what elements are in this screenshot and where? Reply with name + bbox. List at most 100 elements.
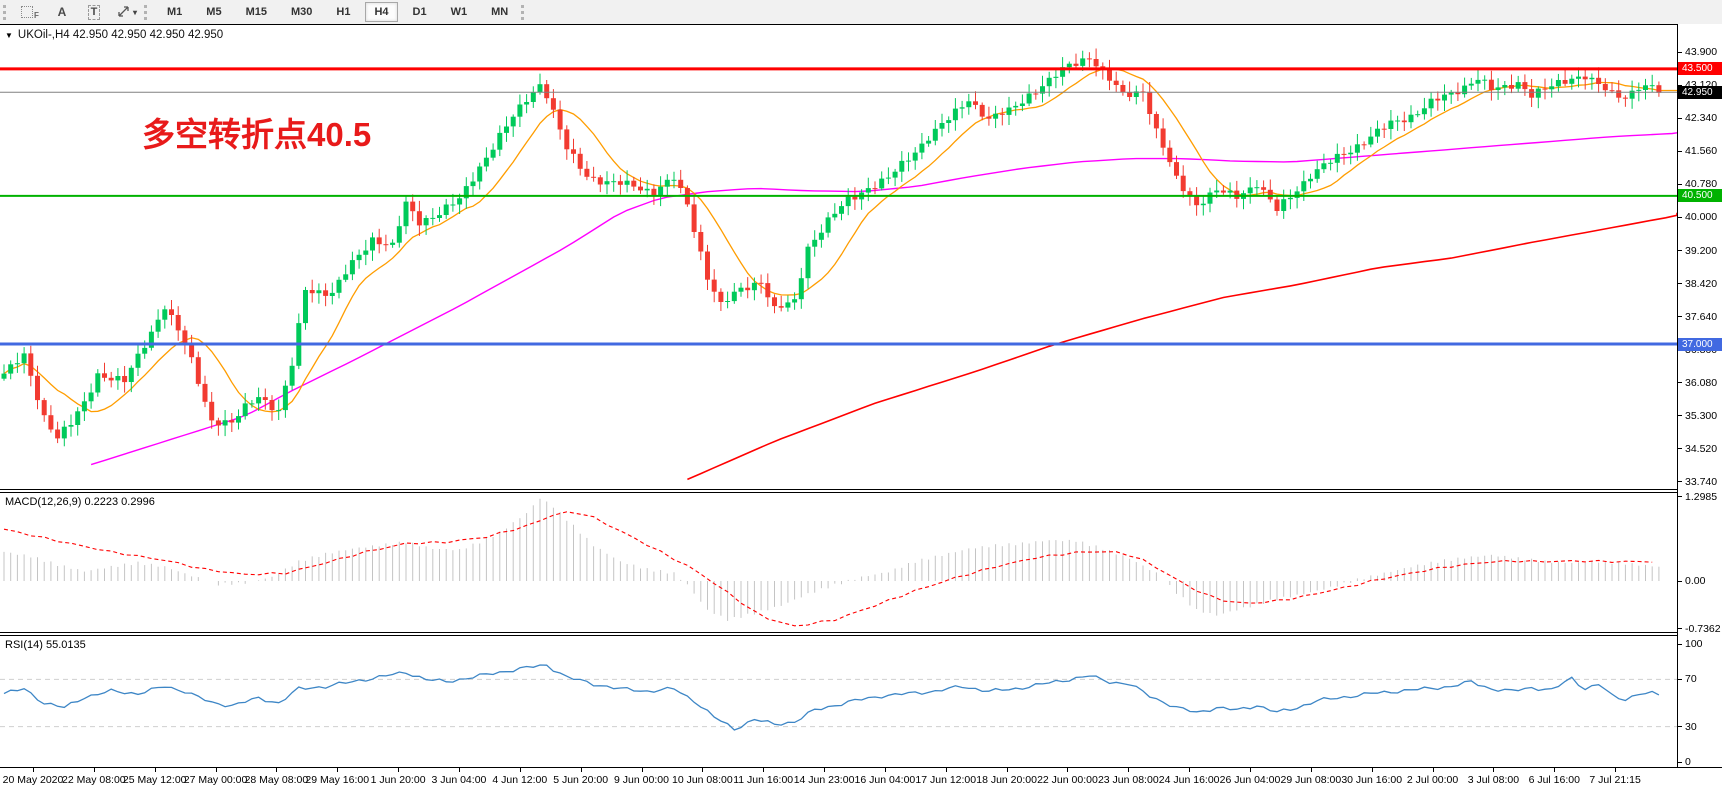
time-label: 23 Jun 08:00 <box>1097 774 1159 786</box>
timeframe-m1-button[interactable]: M1 <box>167 6 183 18</box>
time-tick <box>1432 768 1434 772</box>
timeframe-m15-button[interactable]: M15 <box>245 6 267 18</box>
time-tick <box>1310 768 1312 772</box>
price-tick-37.640: 37.640 <box>1678 311 1717 323</box>
price-axis[interactable]: 43.90043.12042.34041.56040.78040.00039.2… <box>1677 24 1722 768</box>
time-tick <box>33 768 34 772</box>
time-label: 11 Jun 16:00 <box>733 774 794 786</box>
time-tick <box>1493 768 1495 772</box>
toolbar-drag-handle[interactable] <box>144 4 151 20</box>
time-label: 22 Jun 00:00 <box>1037 774 1098 786</box>
price-tick-41.560: 41.560 <box>1678 145 1717 157</box>
time-label: 4 Jun 12:00 <box>492 774 548 786</box>
price-tick-35.300: 35.300 <box>1678 410 1717 422</box>
label-tool-icon[interactable]: A <box>57 5 67 19</box>
time-tick <box>398 768 400 772</box>
time-label: 24 Jun 16:00 <box>1158 774 1220 786</box>
time-label: 16 Jun 04:00 <box>854 774 916 786</box>
price-tick-40.780: 40.780 <box>1678 178 1717 190</box>
timeframe-d1-button[interactable]: D1 <box>412 6 427 18</box>
timeframe-mn-button[interactable]: MN <box>491 6 509 18</box>
time-tick <box>824 768 826 772</box>
time-tick <box>1189 768 1191 772</box>
time-tick <box>641 768 643 772</box>
time-tick <box>1250 768 1251 772</box>
panel-divider[interactable] <box>0 632 1722 636</box>
price-tick-34.520: 34.520 <box>1678 443 1717 455</box>
time-tick <box>1554 768 1556 772</box>
price-tick-43.900: 43.900 <box>1678 46 1717 58</box>
time-label: 10 Jun 08:00 <box>671 774 733 786</box>
price-label-chip-40.500: 40.500 <box>1678 189 1722 203</box>
time-tick <box>337 768 339 772</box>
time-label: 6 Jul 16:00 <box>1528 774 1580 786</box>
macd-histogram <box>3 498 1660 621</box>
time-label: 3 Jul 08:00 <box>1467 774 1520 786</box>
time-tick <box>702 768 704 772</box>
time-label: 9 Jun 00:00 <box>614 774 669 786</box>
time-label: 1 Jun 20:00 <box>370 774 426 786</box>
candlestick-chart-canvas[interactable] <box>0 25 1677 489</box>
timeframe-m30-button[interactable]: M30 <box>290 6 313 18</box>
time-label: 27 May 00:00 <box>183 774 248 786</box>
time-label: 29 May 16:00 <box>305 774 370 786</box>
time-tick <box>763 768 765 772</box>
candlestick-series <box>1 48 1662 447</box>
macd-label: MACD(12,26,9) 0.2223 0.2996 <box>5 496 155 508</box>
rsi-chart-canvas[interactable] <box>0 636 1677 767</box>
time-label: 7 Jul 21:15 <box>1589 774 1641 786</box>
time-label: 3 Jun 04:00 <box>431 774 487 786</box>
toolbar-drag-handle[interactable] <box>521 4 528 20</box>
ma-red-slow-line <box>687 212 1677 481</box>
time-tick <box>1067 768 1069 772</box>
time-label: 22 May 08:00 <box>62 774 126 786</box>
time-tick <box>154 768 156 772</box>
timeframe-h1-button[interactable]: H1 <box>336 6 351 18</box>
text-tool-icon[interactable]: T <box>80 2 108 22</box>
time-tick <box>458 768 460 772</box>
timeframe-buttons-group: M1 M5 M15 M30 H1 H4 D1 W1 MN <box>157 2 518 22</box>
macd-tick-0.00: 0.00 <box>1678 575 1705 587</box>
price-tick-36.080: 36.080 <box>1678 377 1717 389</box>
macd-panel: MACD(12,26,9) 0.2223 0.2996 <box>0 493 1677 632</box>
price-tick-38.420: 38.420 <box>1678 278 1717 290</box>
time-tick <box>519 768 521 772</box>
chart-dropdown-icon[interactable]: ▼ <box>5 30 13 40</box>
time-tick <box>1128 768 1130 772</box>
chart-template-grid-icon[interactable]: F <box>16 2 44 22</box>
drawing-tools-group: F A T ▾ <box>16 2 141 22</box>
arrows-tool-icon[interactable]: ▾ <box>112 2 141 22</box>
time-axis[interactable]: 20 May 2020 22 May 08:00 25 May 12:00 27 Ma… <box>0 767 1722 792</box>
price-tick-40.000: 40.000 <box>1678 211 1717 223</box>
ma-magenta-mid-line <box>90 132 1677 466</box>
rsi-panel: RSI(14) 55.0135 <box>0 636 1677 767</box>
price-tick-39.200: 39.200 <box>1678 245 1717 257</box>
macd-tick-1.2985: 1.2985 <box>1678 491 1717 503</box>
macd-chart-canvas[interactable] <box>0 493 1677 632</box>
time-label: 28 May 08:00 <box>244 774 309 786</box>
timeframe-m5-button[interactable]: M5 <box>206 6 222 18</box>
time-label: 25 May 12:00 <box>122 774 187 786</box>
time-tick <box>945 768 947 772</box>
timeframe-w1-button[interactable]: W1 <box>450 6 468 18</box>
main-chart-panel: ▼ UKOil-,H4 42.950 42.950 42.950 42.950 … <box>0 24 1677 489</box>
rsi-tick-30: 30 <box>1678 721 1697 733</box>
toolbar-drag-handle[interactable] <box>3 4 10 20</box>
price-tick-33.740: 33.740 <box>1678 476 1717 488</box>
time-label: 17 Jun 12:00 <box>915 774 977 786</box>
rsi-line <box>3 664 1660 731</box>
rsi-label: RSI(14) 55.0135 <box>5 639 86 651</box>
price-tick-42.340: 42.340 <box>1678 112 1717 124</box>
panel-divider[interactable] <box>0 489 1722 493</box>
dropdown-caret-icon[interactable]: ▾ <box>133 7 138 17</box>
timeframe-h4-button[interactable]: H4 <box>365 2 398 22</box>
toolbar: F A T ▾ M1 M5 M15 M30 H1 H4 D1 W1 MN <box>0 0 1722 24</box>
time-tick <box>884 768 886 772</box>
time-tick <box>93 768 95 772</box>
time-label: 26 Jun 04:00 <box>1219 774 1281 786</box>
price-label-chip-42.950: 42.950 <box>1678 85 1722 99</box>
time-label: 2 Jul 00:00 <box>1406 774 1459 786</box>
time-tick <box>215 768 217 772</box>
time-tick <box>1006 768 1008 772</box>
